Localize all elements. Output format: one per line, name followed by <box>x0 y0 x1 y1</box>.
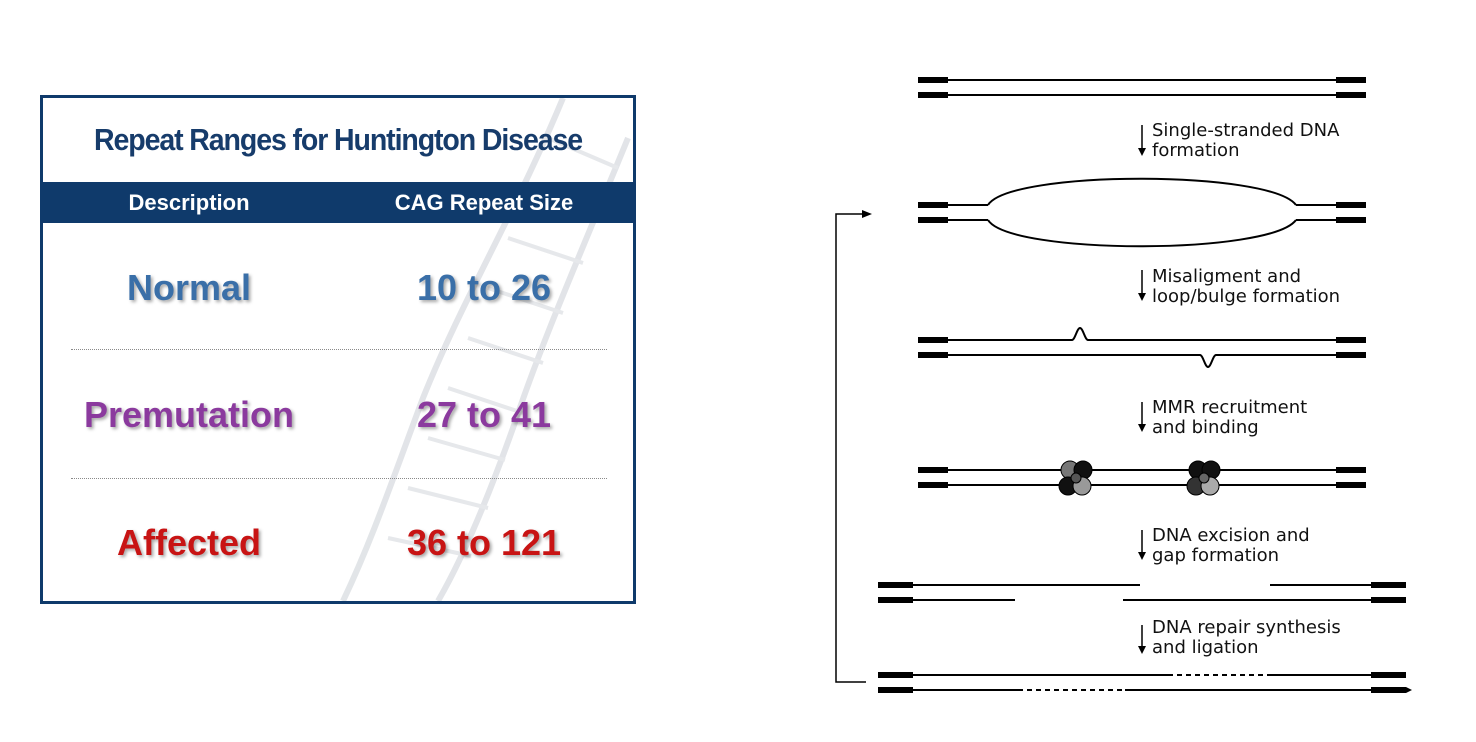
row-description: Normal <box>126 266 252 308</box>
row-repeat-size: 36 to 121 <box>406 521 562 563</box>
step-label: Misaligment and <box>1152 266 1301 287</box>
step-arrow <box>1138 530 1146 560</box>
table-row-affected: Affected 36 to 121 <box>43 478 633 601</box>
step-label: MMR recruitment <box>1152 397 1307 418</box>
step-label: DNA repair synthesis <box>1152 617 1341 638</box>
table-header: Description CAG Repeat Size <box>43 182 633 223</box>
repeat-ranges-table: Repeat Ranges for Huntington Disease Des… <box>40 95 636 604</box>
repaired-dna-stage <box>878 672 1412 693</box>
row-divider <box>71 478 607 479</box>
step-arrow <box>1138 402 1146 432</box>
step-arrow <box>1138 625 1146 654</box>
table-row-premutation: Premutation 27 to 41 <box>43 350 633 479</box>
mmr-protein-complex-icon <box>1186 460 1221 496</box>
row-repeat-size: 27 to 41 <box>416 393 552 435</box>
step-label: formation <box>1152 140 1239 161</box>
ssdna-bubble-stage <box>918 177 1366 248</box>
header-description: Description <box>128 190 250 215</box>
misaligned-dna-stage <box>918 326 1366 369</box>
step-label: Single-stranded DNA <box>1152 120 1340 141</box>
table-title: Repeat Ranges for Huntington Disease <box>94 122 583 157</box>
header-cag-repeat-size: CAG Repeat Size <box>394 190 574 215</box>
step-arrow <box>1138 270 1146 301</box>
row-repeat-size: 10 to 26 <box>416 266 552 308</box>
step-label: and ligation <box>1152 637 1259 658</box>
excision-gap-stage <box>878 582 1406 603</box>
cycle-return-arrow <box>835 210 872 683</box>
step-label: loop/bulge formation <box>1152 286 1340 307</box>
mmr-repeat-expansion-diagram: Single-stranded DNA formation Misaligmen… <box>835 77 1412 693</box>
row-description: Affected <box>116 521 262 563</box>
table-row-normal: Normal 10 to 26 <box>43 223 633 352</box>
mmr-binding-stage <box>918 467 1366 488</box>
row-description: Premutation <box>83 393 295 435</box>
dsdna-stage-1 <box>918 77 1366 98</box>
mmr-protein-complex-icon <box>1058 460 1093 496</box>
step-label: gap formation <box>1152 545 1279 566</box>
row-divider <box>71 349 607 350</box>
step-label: and binding <box>1152 417 1259 438</box>
step-arrow <box>1138 125 1146 156</box>
step-label: DNA excision and <box>1152 525 1310 546</box>
